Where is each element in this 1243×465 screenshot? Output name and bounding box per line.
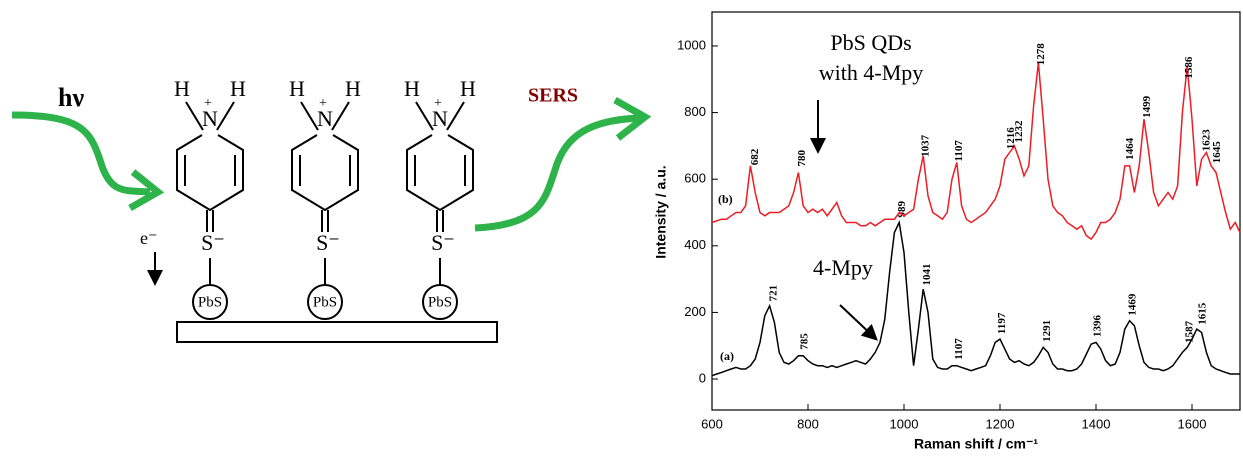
- peak-label: 1232: [1013, 120, 1025, 143]
- arrowhead: [128, 169, 165, 212]
- x-axis-title: Raman shift / cm⁻¹: [914, 436, 1038, 452]
- molecule: [291, 101, 359, 320]
- peak-label: 1107: [953, 140, 965, 162]
- peak-label: 1291: [1041, 320, 1053, 342]
- molecule: [176, 101, 244, 320]
- atom-label: H: [174, 76, 190, 101]
- plot-frame: [711, 11, 1241, 411]
- y-tick-label: 600: [684, 171, 706, 186]
- peak-label: 1278: [1035, 43, 1047, 66]
- molecule: [406, 101, 474, 320]
- atom-label: S⁻: [201, 230, 225, 255]
- scattered-arrow: [474, 114, 641, 232]
- peak-label: 785: [798, 333, 810, 350]
- y-tick-label: 400: [684, 237, 706, 252]
- y-tick-label: 0: [699, 370, 706, 385]
- particle-label: PbS: [198, 294, 222, 310]
- charge-label: +: [319, 96, 327, 111]
- peak-label: 682: [749, 148, 761, 165]
- peak-label: 780: [796, 150, 808, 167]
- peak-label: 1037: [919, 134, 931, 157]
- x-tick-label: 1000: [890, 416, 919, 431]
- atom-label: N: [432, 106, 448, 131]
- atom-label: S⁻: [316, 230, 340, 255]
- peak-label: 1197: [996, 312, 1008, 334]
- atom-label: H: [230, 76, 246, 101]
- diagram: [11, 96, 652, 343]
- sers-label: SERS: [528, 85, 578, 107]
- x-tick-label: 800: [797, 416, 819, 431]
- photon-label: hν: [58, 83, 84, 112]
- peak-label: 721: [768, 285, 780, 302]
- x-tick-label: 1600: [1178, 416, 1207, 431]
- atom-label: H: [345, 76, 361, 101]
- y-tick-label: 1000: [677, 37, 706, 52]
- spectrum-line: [711, 220, 1240, 377]
- peak-label: 1396: [1092, 315, 1104, 338]
- x-tick-label: 600: [701, 416, 723, 431]
- charge-label: +: [434, 96, 442, 111]
- peak-label: 1587: [1183, 320, 1195, 343]
- peak-label: 1041: [921, 263, 933, 285]
- peak-label: 1615: [1197, 302, 1209, 325]
- peak-label: 1623: [1201, 129, 1213, 152]
- annotation: 4-Mpy: [813, 255, 873, 280]
- peak-label: 1464: [1124, 137, 1136, 160]
- peak-label: 1107: [953, 338, 965, 360]
- spectrum-line: [711, 62, 1241, 241]
- atom-label: H: [404, 76, 420, 101]
- series-label: (b): [718, 192, 733, 206]
- y-axis-title: Intensity / a.u.: [653, 165, 669, 258]
- atom-label: H: [460, 76, 476, 101]
- x-tick-label: 1200: [986, 416, 1015, 431]
- atom-label: H: [289, 76, 305, 101]
- peak-label: 1469: [1127, 293, 1139, 316]
- annotation: PbS QDs: [830, 30, 911, 55]
- series-label: (a): [720, 349, 734, 363]
- particle-label: PbS: [428, 294, 452, 310]
- x-tick-label: 1400: [1082, 416, 1111, 431]
- annotation: with 4-Mpy: [819, 60, 924, 85]
- peak-label: 1645: [1211, 141, 1223, 164]
- peak-label: 1216: [1005, 127, 1017, 149]
- peak-label: 1499: [1141, 95, 1153, 118]
- incident-arrow: [11, 111, 151, 196]
- atom-label: N: [202, 106, 218, 131]
- arrowhead: [613, 96, 652, 141]
- electron-label: e⁻: [140, 228, 158, 248]
- atom-label: S⁻: [431, 230, 455, 255]
- particle-label: PbS: [313, 294, 337, 310]
- peak-label: 1586: [1183, 56, 1195, 79]
- charge-label: +: [204, 96, 212, 111]
- atom-label: N: [317, 106, 333, 131]
- y-tick-label: 800: [684, 104, 706, 119]
- y-tick-label: 200: [684, 304, 706, 319]
- substrate: [176, 321, 498, 343]
- arrow: [839, 304, 878, 341]
